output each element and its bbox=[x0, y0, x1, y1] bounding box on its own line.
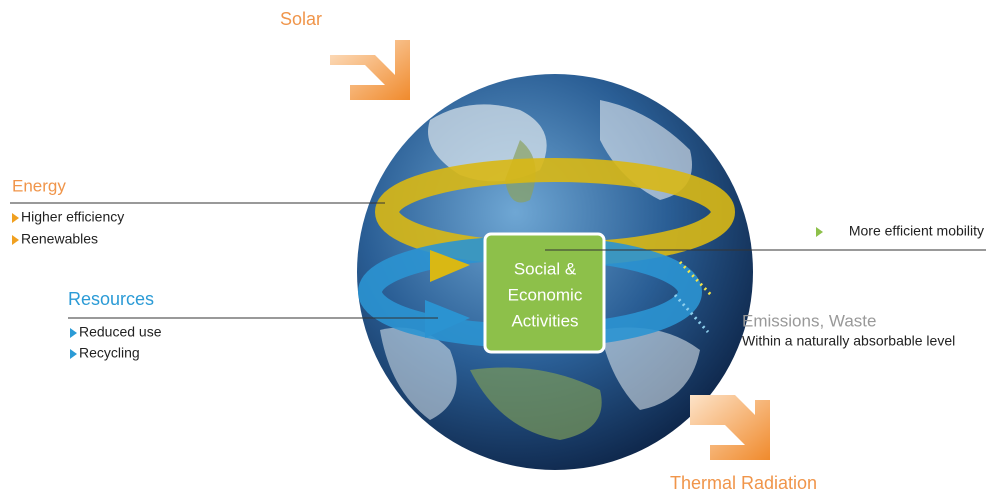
emissions-subtitle: Within a naturally absorbable level bbox=[742, 333, 955, 349]
thermal-label: Thermal Radiation bbox=[670, 473, 817, 493]
center-text: Activities bbox=[511, 311, 578, 330]
center-box bbox=[483, 232, 606, 354]
resources-ring-arrow bbox=[425, 300, 470, 338]
center-text: Social & bbox=[514, 259, 577, 278]
solar-label: Solar bbox=[280, 9, 322, 29]
emissions-title: Emissions, Waste bbox=[742, 311, 876, 330]
energy-item: Higher efficiency bbox=[21, 209, 124, 225]
thermal-arrow bbox=[690, 395, 770, 460]
bullet bbox=[70, 349, 77, 359]
resources-item: Reduced use bbox=[79, 324, 162, 340]
bullet bbox=[12, 235, 19, 245]
resources-title: Resources bbox=[68, 289, 154, 309]
mobility-label: More efficient mobility bbox=[849, 223, 984, 239]
bullet bbox=[816, 227, 823, 237]
energy-item: Renewables bbox=[21, 231, 98, 247]
waste-dots bbox=[673, 294, 710, 333]
resources-item: Recycling bbox=[79, 345, 140, 361]
center-text: Economic bbox=[508, 285, 583, 304]
bullet bbox=[12, 213, 19, 223]
bullet bbox=[70, 328, 77, 338]
solar-arrow bbox=[330, 40, 410, 100]
emission-dots bbox=[678, 260, 714, 298]
energy-ring-arrow bbox=[430, 250, 470, 282]
energy-title: Energy bbox=[12, 176, 66, 195]
